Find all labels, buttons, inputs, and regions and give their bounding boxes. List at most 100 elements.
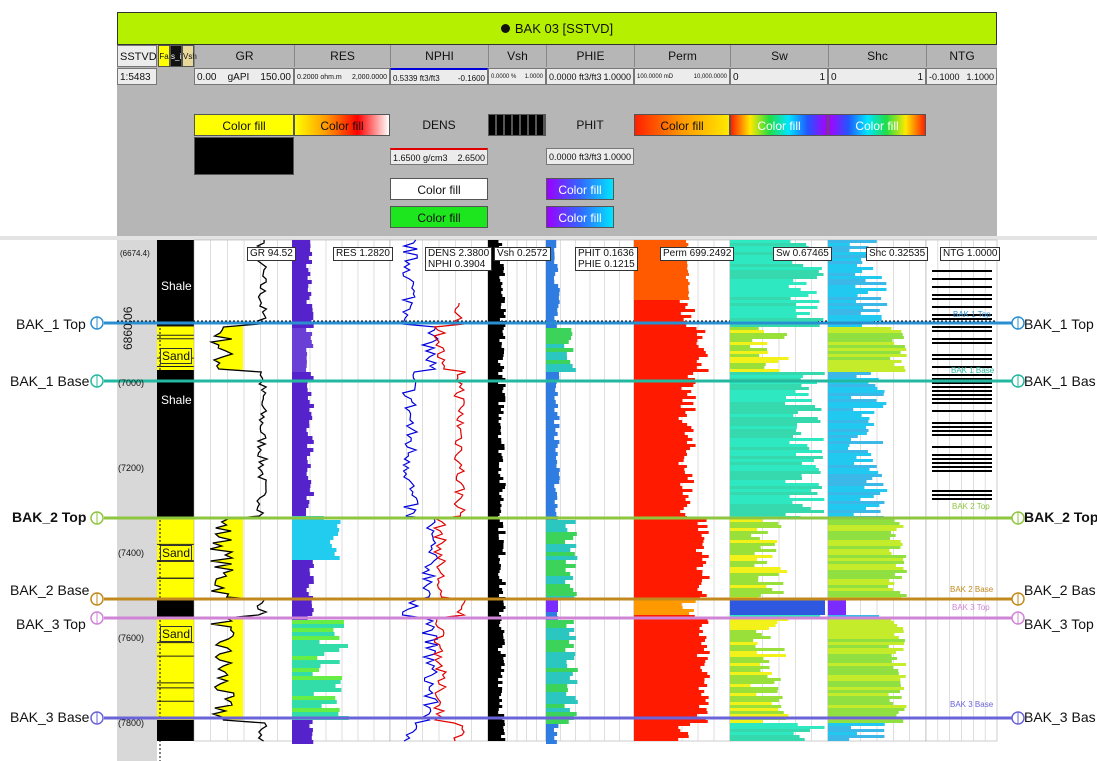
phi-bar [546, 624, 567, 628]
res-fill-bar [292, 720, 313, 724]
well-title-bar[interactable]: BAK 03 [SSTVD] [117, 12, 997, 45]
sw-track-header[interactable]: Sw [730, 45, 828, 67]
phi-bar [546, 468, 560, 472]
well-top-left-label[interactable]: BAK_1 Base [10, 373, 90, 389]
ntg-track-header[interactable]: NTG [926, 45, 997, 67]
well-top-right-label[interactable]: BAK_3 Top [1024, 616, 1094, 632]
sw-bar [730, 528, 758, 531]
vsh-bar [488, 489, 503, 492]
phi-bar [546, 332, 573, 336]
shc-bar [828, 384, 876, 387]
sw-bar [730, 582, 784, 585]
res-fill-bar [292, 612, 313, 616]
res-fill-bar [292, 452, 311, 456]
res-fill-bar [292, 300, 307, 304]
perm-bar [634, 558, 703, 561]
phi-bar [546, 412, 558, 416]
ntg-bar [932, 374, 992, 376]
nphi-track-header[interactable]: NPHI [390, 45, 488, 67]
vsh-bar [488, 657, 504, 660]
res-fill-bar [292, 664, 321, 668]
perm-bar [634, 459, 684, 462]
vsh-bar [488, 576, 500, 579]
perm-colorfill-swatch[interactable]: Color fill [634, 114, 730, 136]
sw-bar [730, 453, 797, 456]
zone-label: Sand [160, 348, 193, 364]
phi-bar [546, 552, 575, 556]
phie-track-header[interactable]: PHIE [546, 45, 634, 67]
nphi-colorfill-swatch[interactable]: Color fill [390, 206, 488, 228]
shc-bar [828, 561, 905, 564]
ntg-top-label: BAK 1 Base [951, 366, 995, 375]
sw-colorfill-swatch[interactable]: Color fill [730, 114, 828, 136]
vsh-scale-right: 1.0000 [524, 74, 543, 80]
vsh-bar [488, 654, 506, 657]
phi-bar [546, 676, 570, 680]
vsh-bar [488, 399, 506, 402]
res-fill-bar [292, 576, 314, 580]
phit-track-header[interactable]: PHIT [546, 114, 634, 136]
shale-mini-header[interactable]: s_i [170, 45, 182, 67]
vsh-bar [488, 480, 500, 483]
well-top-left-label[interactable]: BAK_3 Top [16, 616, 86, 632]
well-top-right-label[interactable]: BAK_1 Bas [1024, 373, 1096, 389]
well-top-right-label[interactable]: BAK_1 Top [1024, 316, 1094, 332]
res-fill-bar [292, 680, 341, 684]
res-fill-bar [292, 536, 334, 540]
phi-bar [546, 512, 557, 516]
sw-bar [730, 495, 790, 498]
res-fill-bar [292, 416, 313, 420]
vsh-track-header[interactable]: Vsh [488, 45, 546, 67]
well-top-left-label[interactable]: BAK_2 Top [12, 509, 87, 525]
perm-bar [634, 486, 683, 489]
sw-bar [730, 339, 753, 342]
well-top-left-label[interactable]: BAK_3 Base [10, 709, 90, 725]
vsh-pattern-swatch[interactable] [488, 114, 546, 136]
sw-bar [730, 375, 803, 378]
well-top-right-label[interactable]: BAK_2 Top [1024, 509, 1097, 525]
gr-track-header[interactable]: GR [194, 45, 294, 67]
phi-bar [546, 284, 559, 288]
phie-colorfill-swatch[interactable]: Color fill [546, 178, 614, 200]
shc-bar [828, 402, 887, 405]
dens-colorfill-swatch[interactable]: Color fill [390, 178, 488, 200]
perm-bar [634, 642, 702, 645]
res-fill-bar [292, 692, 314, 696]
sw-bar [730, 348, 768, 351]
phi-bar [546, 508, 556, 512]
perm-track-header[interactable]: Perm [634, 45, 730, 67]
res-colorfill-swatch[interactable]: Color fill [294, 114, 390, 136]
perm-bar [634, 465, 687, 468]
phit-colorfill-swatch[interactable]: Color fill [546, 206, 614, 228]
phi-bar [546, 260, 555, 264]
sw-bar [730, 696, 783, 699]
vsh-mini-header[interactable]: Vsh [182, 45, 197, 67]
phi-bar [546, 404, 558, 408]
res-fill-bar [292, 600, 312, 604]
header-separator[interactable] [0, 236, 1097, 240]
phi-bar [546, 288, 560, 292]
well-top-left-label[interactable]: BAK_1 Top [16, 316, 86, 332]
ntg-bar [932, 270, 992, 272]
dens-track-header[interactable]: DENS [390, 114, 488, 136]
vsh-bar [488, 420, 499, 423]
res-fill-bar [292, 276, 308, 280]
shc-colorfill-swatch[interactable]: Color fill [828, 114, 926, 136]
gr-colorfill-swatch[interactable]: Color fill [194, 114, 294, 136]
well-top-left-label[interactable]: BAK_2 Base [10, 582, 90, 598]
shc-bar [828, 714, 897, 717]
shc-bar [828, 483, 884, 486]
sstvd-header[interactable]: SSTVD [117, 45, 157, 67]
gr-shale-swatch[interactable] [194, 137, 294, 175]
vsh-bar [488, 591, 504, 594]
sw-bar [730, 444, 808, 447]
perm-bar [634, 501, 691, 504]
facies-mini-header[interactable]: Fa [158, 45, 170, 67]
res-fill-bar [292, 372, 311, 376]
shc-track-header[interactable]: Shc [828, 45, 926, 67]
res-track-header[interactable]: RES [294, 45, 390, 67]
sw-bar [730, 294, 809, 297]
well-top-right-label[interactable]: BAK_3 Bas [1024, 709, 1096, 725]
well-top-right-label[interactable]: BAK_2 Bas [1024, 582, 1096, 598]
